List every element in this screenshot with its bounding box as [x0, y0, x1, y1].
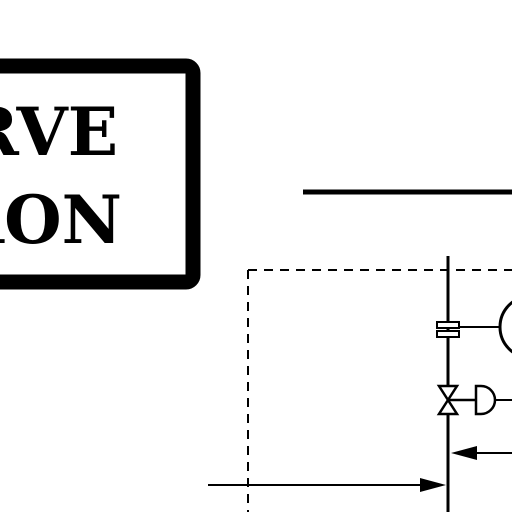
outlet-arrow [208, 478, 446, 492]
stamp-frame [0, 58, 201, 290]
flange-bottom [436, 330, 460, 338]
instrument-bubble [498, 300, 512, 354]
flange-top [436, 321, 460, 329]
stamp-line-1: RVE [0, 93, 118, 171]
inlet-arrowhead-icon [451, 446, 477, 460]
stamp: RVE RON [0, 58, 201, 290]
outlet-arrowhead-icon [420, 478, 446, 492]
flange-pair [436, 321, 460, 338]
diaphragm-actuator-icon [474, 384, 497, 416]
control-valve [436, 384, 512, 416]
inlet-arrow [451, 446, 512, 460]
stamp-line-2: RON [0, 181, 122, 259]
dashed-boundary [247, 269, 512, 512]
